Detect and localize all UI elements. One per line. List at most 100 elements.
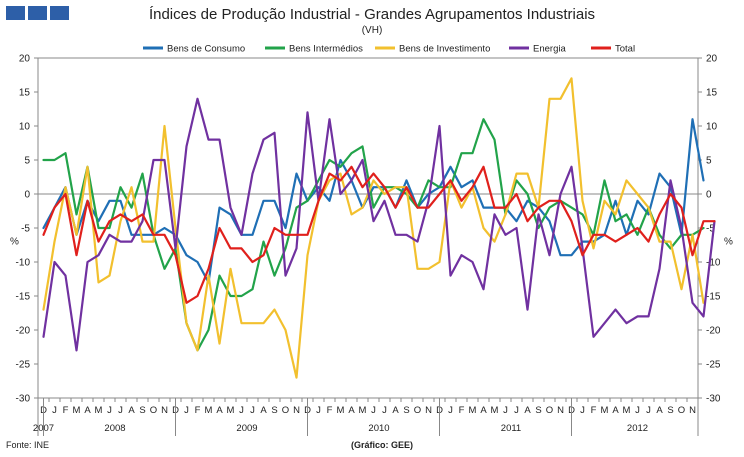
series-line-energia — [42, 97, 716, 352]
y-tick-label-left: 10 — [19, 122, 31, 133]
month-label: S — [403, 405, 409, 416]
y-tick-label-left: -20 — [16, 326, 31, 337]
month-label: A — [392, 405, 399, 416]
month-label: A — [480, 405, 487, 416]
legend-label-bens-de-investimento: Bens de Investimento — [399, 44, 490, 55]
month-label: M — [337, 405, 345, 416]
legend-label-energia: Energia — [533, 44, 566, 55]
month-label: M — [359, 405, 367, 416]
y-tick-label-right: 15 — [706, 88, 718, 99]
month-label: J — [371, 405, 376, 416]
month-label: N — [689, 405, 696, 416]
y-tick-label-right: 5 — [706, 156, 712, 167]
month-label: N — [425, 405, 432, 416]
month-label: S — [535, 405, 541, 416]
month-label: A — [348, 405, 355, 416]
y-tick-label-left: -15 — [16, 292, 31, 303]
month-label: J — [448, 405, 453, 416]
year-label: 2008 — [104, 423, 125, 434]
month-label: A — [84, 405, 91, 416]
month-label: J — [316, 405, 321, 416]
month-label: S — [271, 405, 277, 416]
y-tick-label-right: 0 — [706, 190, 712, 201]
month-label: F — [591, 405, 597, 416]
month-label: S — [139, 405, 145, 416]
y-tick-label-left: -25 — [16, 360, 31, 371]
month-label: N — [161, 405, 168, 416]
y-tick-label-left: -5 — [21, 224, 30, 235]
source-note: Fonte: INE — [6, 440, 50, 450]
y-tick-label-left: -10 — [16, 258, 31, 269]
year-label: 2009 — [236, 423, 257, 434]
y-tick-label-right: -30 — [706, 394, 721, 405]
month-label: F — [459, 405, 465, 416]
legend-label-total: Total — [615, 44, 635, 55]
month-label: O — [546, 405, 553, 416]
chart-title: Índices de Produção Industrial - Grandes… — [148, 6, 596, 23]
month-label: O — [678, 405, 685, 416]
month-label: F — [327, 405, 333, 416]
y-tick-label-left: 20 — [19, 54, 31, 65]
y-tick-label-right: -5 — [706, 224, 715, 235]
month-label: F — [63, 405, 69, 416]
series-line-bens-de-investimento — [42, 77, 705, 379]
month-label: M — [73, 405, 81, 416]
y-axis-label-left: % — [10, 237, 19, 248]
month-label: O — [414, 405, 421, 416]
month-label: M — [205, 405, 213, 416]
logo-block-1 — [6, 6, 25, 20]
month-label: J — [503, 405, 508, 416]
month-label: A — [612, 405, 619, 416]
month-label: A — [128, 405, 135, 416]
y-tick-label-left: 0 — [24, 190, 30, 201]
month-label: M — [491, 405, 499, 416]
logo-block-3 — [50, 6, 69, 20]
month-label: J — [382, 405, 387, 416]
month-label: N — [293, 405, 300, 416]
y-tick-label-right: -15 — [706, 292, 721, 303]
month-label: O — [282, 405, 289, 416]
series-line-total — [42, 165, 716, 304]
month-label: N — [557, 405, 564, 416]
y-tick-label-right: 10 — [706, 122, 718, 133]
chart-subtitle: (VH) — [361, 25, 383, 36]
year-label: 2010 — [368, 423, 389, 434]
month-label: M — [95, 405, 103, 416]
month-label: J — [635, 405, 640, 416]
y-tick-label-right: -10 — [706, 258, 721, 269]
y-tick-label-right: -20 — [706, 326, 721, 337]
month-label: J — [580, 405, 585, 416]
month-label: A — [260, 405, 267, 416]
legend-label-bens-de-consumo: Bens de Consumo — [167, 44, 245, 55]
month-label: S — [667, 405, 673, 416]
month-label: A — [524, 405, 531, 416]
month-label: J — [646, 405, 651, 416]
month-label: J — [118, 405, 123, 416]
month-label: J — [184, 405, 189, 416]
year-label: 2007 — [33, 423, 54, 434]
brand-logo — [6, 6, 69, 20]
y-axis-label-right: % — [724, 237, 733, 248]
y-tick-label-left: 15 — [19, 88, 31, 99]
month-label: J — [239, 405, 244, 416]
legend-label-bens-intermedios: Bens Intermédios — [289, 44, 363, 55]
month-label: J — [52, 405, 57, 416]
month-label: M — [227, 405, 235, 416]
month-label: M — [601, 405, 609, 416]
y-tick-label-left: -30 — [16, 394, 31, 405]
month-label: M — [469, 405, 477, 416]
logo-block-2 — [28, 6, 47, 20]
month-label: F — [195, 405, 201, 416]
year-label: 2011 — [501, 423, 521, 434]
y-tick-label-right: -25 — [706, 360, 721, 371]
month-label: A — [216, 405, 223, 416]
month-label: J — [250, 405, 255, 416]
y-tick-label-left: 5 — [24, 156, 30, 167]
credit-note: (Gráfico: GEE) — [350, 440, 413, 450]
year-label: 2012 — [627, 423, 648, 434]
month-label: M — [623, 405, 631, 416]
month-label: J — [514, 405, 519, 416]
month-label: O — [150, 405, 157, 416]
month-label: J — [107, 405, 112, 416]
